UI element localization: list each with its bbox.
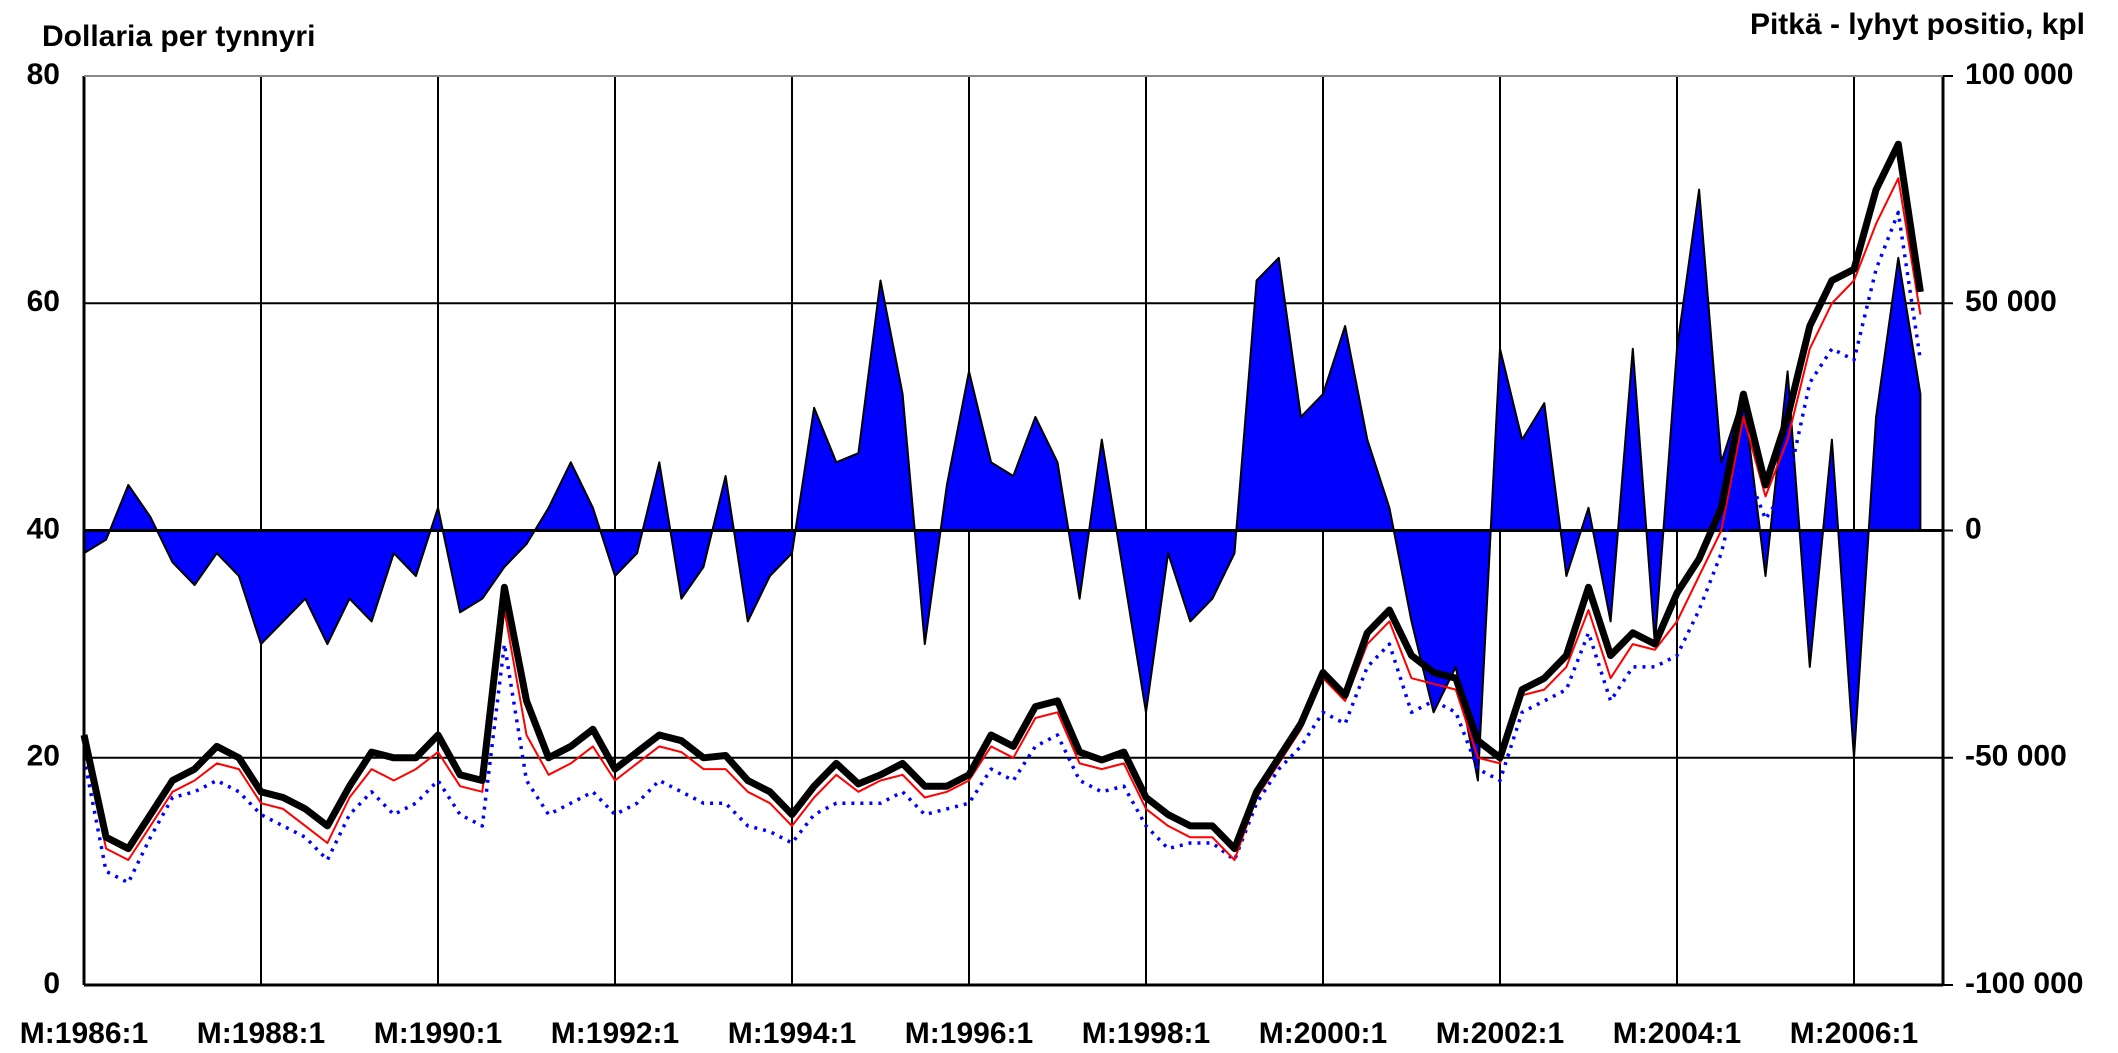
y-tick-label: 0 <box>43 967 60 1000</box>
x-tick-label: M:1996:1 <box>905 1017 1033 1050</box>
y-tick-label: 80 <box>27 58 60 91</box>
line <box>82 210 1923 885</box>
line <box>83 177 1922 861</box>
x-tick-label: M:1992:1 <box>551 1017 679 1050</box>
x-tick-label: M:1988:1 <box>197 1017 325 1050</box>
y-tick-label: 40 <box>27 512 60 545</box>
x-tick-label: M:2004:1 <box>1613 1017 1741 1050</box>
x-tick-label: M:1986:1 <box>20 1017 148 1050</box>
y2-tick-label: 50 000 <box>1965 285 2057 318</box>
y2-tick-label: 0 <box>1965 512 1982 545</box>
x-tick-label: M:1998:1 <box>1082 1017 1210 1050</box>
x-tick-label: M:2006:1 <box>1790 1017 1918 1050</box>
y2-tick-label: -100 000 <box>1965 967 2083 1000</box>
line <box>80 140 1924 853</box>
x-tick-label: M:2002:1 <box>1436 1017 1564 1050</box>
y-tick-label: 20 <box>27 740 60 773</box>
y-axis-title: Dollaria per tynnyri <box>42 20 315 53</box>
y2-axis-title: Pitkä - lyhyt positio, kpl <box>1750 8 2085 41</box>
y-tick-label: 60 <box>27 285 60 318</box>
area <box>83 188 1922 782</box>
y2-tick-label: -50 000 <box>1965 740 2067 773</box>
x-tick-label: M:2000:1 <box>1259 1017 1387 1050</box>
y2-tick-label: 100 000 <box>1965 58 2073 91</box>
x-tick-label: M:1994:1 <box>728 1017 856 1050</box>
x-tick-label: M:1990:1 <box>374 1017 502 1050</box>
